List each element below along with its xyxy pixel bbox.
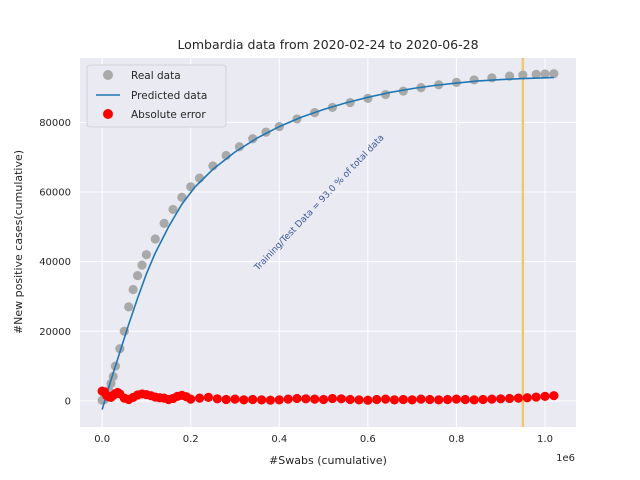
absolute-error-point [513, 393, 524, 403]
absolute-error-point [274, 395, 284, 405]
absolute-error-point [451, 394, 462, 404]
legend-label-absolute-error: Absolute error [131, 109, 206, 121]
absolute-error-point [301, 394, 311, 404]
legend: Real data Predicted data Absolute error [86, 64, 227, 128]
x-tick-label: 0.4 [271, 434, 287, 445]
absolute-error-point [265, 395, 276, 405]
absolute-error-point [407, 395, 417, 405]
y-tick-label: 80000 [39, 118, 71, 129]
absolute-error-point [318, 394, 329, 405]
absolute-error-point [186, 394, 196, 404]
y-axis-title: #New positive cases(cumulative) [12, 150, 25, 334]
x-tick-label: 1.0 [537, 434, 553, 445]
absolute-error-point [398, 394, 408, 405]
legend-box [86, 64, 227, 128]
real-data-point [518, 70, 528, 80]
y-tick-label: 60000 [39, 188, 71, 199]
grid [80, 58, 576, 427]
absolute-error-point [336, 394, 346, 404]
x-tick-label: 0.0 [94, 434, 110, 445]
legend-label-predicted-data: Predicted data [131, 90, 207, 102]
real-data-point [186, 182, 196, 192]
absolute-error-point [487, 394, 497, 404]
absolute-error-point [442, 394, 453, 405]
absolute-error-point [363, 395, 373, 405]
absolute-error-point [345, 394, 355, 405]
x-axis-title: #Swabs (cumulative) [269, 454, 387, 467]
absolute-error-point [434, 395, 444, 405]
absolute-error-point [283, 394, 293, 404]
absolute-error-point [522, 393, 532, 403]
absolute-error-point [310, 394, 320, 404]
real-data-point [248, 134, 258, 144]
legend-label-real-data: Real data [131, 70, 181, 82]
absolute-error-point [380, 394, 391, 404]
legend-marker-absolute-error [103, 109, 113, 119]
absolute-error-point [256, 395, 267, 405]
absolute-error-point [540, 391, 550, 401]
absolute-error-point [496, 394, 506, 404]
absolute-error-point [203, 392, 214, 403]
x-tick-label: 0.8 [448, 434, 464, 445]
absolute-error-point [469, 395, 479, 405]
real-data-point [531, 69, 541, 79]
absolute-error-point [327, 393, 338, 404]
real-data-point [159, 218, 169, 228]
absolute-error-point [248, 394, 258, 405]
absolute-error-point [372, 394, 382, 405]
y-tick-label: 0 [65, 396, 71, 407]
absolute-error-point [230, 394, 240, 404]
real-data-point [540, 69, 550, 79]
absolute-error-point [531, 392, 541, 402]
chart-title: Lombardia data from 2020-02-24 to 2020-0… [177, 37, 478, 52]
x-tick-label: 0.2 [183, 434, 199, 445]
y-tick-label: 20000 [39, 327, 71, 338]
x-axis-offset-label: 1e6 [556, 453, 575, 464]
real-data-point [549, 69, 559, 79]
real-data-point [128, 284, 138, 295]
x-axis-ticks: 0.0 0.2 0.4 0.6 0.8 1.0 [94, 434, 553, 445]
absolute-error-point [239, 395, 249, 405]
real-data-point [141, 250, 152, 260]
absolute-error-point [478, 394, 488, 405]
absolute-error-point [416, 394, 426, 404]
legend-marker-real-data [103, 70, 113, 80]
y-tick-label: 40000 [39, 257, 71, 268]
real-data-point [194, 173, 205, 183]
absolute-error-point [354, 395, 364, 405]
x-tick-label: 0.6 [360, 434, 376, 445]
absolute-error-point [292, 393, 302, 404]
absolute-error-point [221, 394, 231, 405]
absolute-error-point [504, 393, 515, 404]
absolute-error-point [194, 393, 205, 403]
real-data-point [398, 86, 408, 96]
real-data-point [132, 270, 143, 281]
real-data-point [177, 192, 187, 202]
absolute-error-series [97, 386, 559, 405]
real-data-point [150, 234, 160, 244]
absolute-error-point [460, 394, 470, 405]
real-data-point [469, 75, 479, 85]
real-data-point [124, 302, 134, 312]
predicted-data-line [101, 76, 554, 410]
absolute-error-point [212, 394, 222, 404]
real-data-point [234, 142, 245, 152]
absolute-error-point [549, 391, 559, 401]
absolute-error-point [389, 395, 400, 405]
real-data-point [168, 204, 178, 215]
y-axis-ticks: 0 20000 40000 60000 80000 [39, 118, 71, 407]
absolute-error-point [425, 394, 435, 405]
real-data-point [137, 260, 147, 270]
